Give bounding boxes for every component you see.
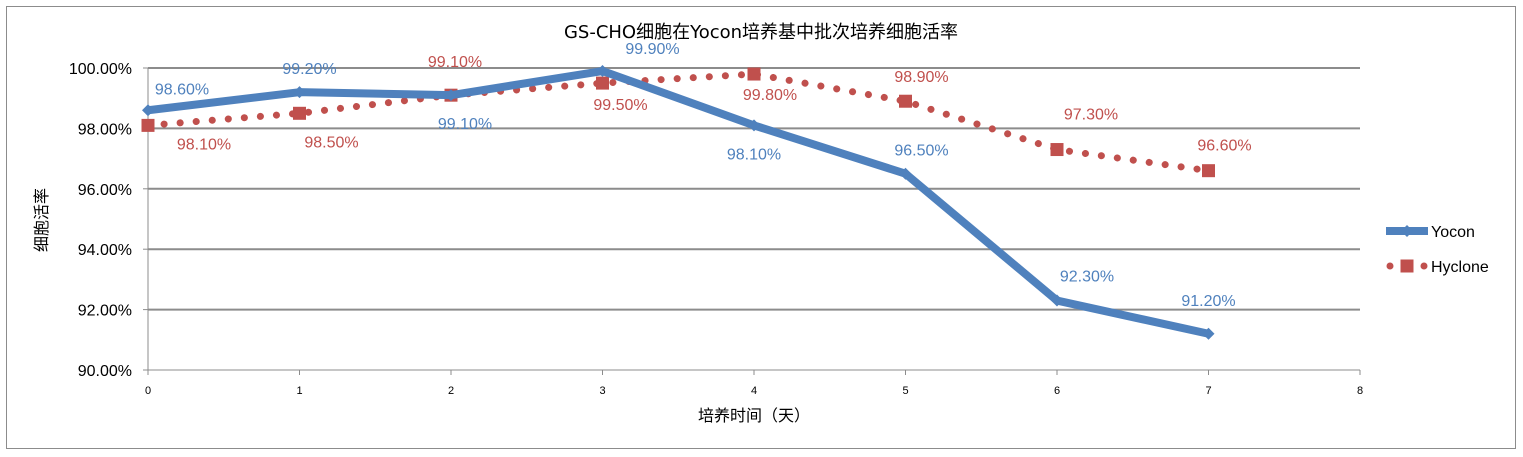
yocon-point xyxy=(899,167,912,180)
hyclone-data-label: 98.90% xyxy=(894,69,948,86)
y-axis-title: 细胞活率 xyxy=(32,188,51,252)
hyclone-line xyxy=(144,70,1212,175)
yocon-data-label: 92.30% xyxy=(1060,269,1114,286)
legend-yocon-label: Yocon xyxy=(1431,224,1475,241)
x-axis-title: 培养时间（天） xyxy=(698,406,810,425)
x-tick-label: 1 xyxy=(296,385,302,397)
hyclone-point xyxy=(747,67,761,81)
data-labels-yocon: 98.60% 99.20% 99.10% 99.90% 98.10% 96.50% 92.3… xyxy=(155,41,1236,310)
hyclone-point xyxy=(899,94,912,108)
data-labels-hyclone: 98.10% 98.50% 99.10% 99.50% 99.80% 98.90% 97.3… xyxy=(177,54,1252,154)
legend-hyclone-dot xyxy=(1420,262,1428,270)
legend-hyclone-dot xyxy=(1386,262,1394,270)
x-tick-label: 4 xyxy=(751,385,757,397)
hyclone-data-label: 98.10% xyxy=(177,136,231,153)
x-tick-label: 5 xyxy=(902,385,908,397)
yocon-point xyxy=(293,86,306,99)
yocon-point xyxy=(1202,327,1215,340)
y-tick-label: 98.00% xyxy=(78,121,132,138)
yocon-data-label: 98.60% xyxy=(155,81,209,98)
chart-frame xyxy=(6,6,1516,449)
yocon-point xyxy=(445,89,457,102)
chart-title: GS-CHO细胞在Yocon培养基中批次培养细胞活率 xyxy=(564,22,958,43)
y-tick-label: 100.00% xyxy=(69,61,132,78)
y-tick-label: 92.00% xyxy=(78,303,132,320)
x-tick-label: 2 xyxy=(448,385,454,397)
y-tick-label: 96.00% xyxy=(78,182,132,199)
legend-hyclone-label: Hyclone xyxy=(1431,259,1489,276)
yocon-data-label: 99.10% xyxy=(438,116,492,133)
hyclone-data-label: 99.80% xyxy=(743,87,797,104)
hyclone-point xyxy=(141,118,155,132)
hyclone-data-label: 99.50% xyxy=(593,97,647,114)
series-hyclone xyxy=(141,67,1215,178)
yocon-data-label: 91.20% xyxy=(1181,293,1235,310)
x-tick-label: 7 xyxy=(1205,385,1211,397)
hyclone-point xyxy=(293,106,306,120)
yocon-point xyxy=(142,104,154,117)
legend: Yocon Hyclone xyxy=(1386,224,1489,276)
yocon-data-label: 99.90% xyxy=(625,41,679,58)
y-tick-labels: 90.00% 92.00% 94.00% 96.00% 98.00% 100.00% xyxy=(69,61,132,380)
grid-lines xyxy=(148,67,1360,311)
y-tick-label: 90.00% xyxy=(78,363,132,380)
legend-hyclone-marker xyxy=(1400,259,1414,273)
yocon-point xyxy=(596,65,609,78)
y-tick-label: 94.00% xyxy=(78,242,132,259)
hyclone-data-label: 98.50% xyxy=(304,134,358,151)
yocon-line xyxy=(147,67,1210,338)
hyclone-data-label: 97.30% xyxy=(1064,107,1118,124)
legend-yocon-marker xyxy=(1401,225,1413,237)
x-tick-label: 6 xyxy=(1054,385,1060,397)
hyclone-data-label: 96.60% xyxy=(1197,138,1251,155)
x-tick-label: 3 xyxy=(599,385,605,397)
yocon-point xyxy=(748,119,760,132)
hyclone-point xyxy=(596,76,609,90)
yocon-point xyxy=(1051,294,1063,307)
yocon-data-label: 98.10% xyxy=(727,146,781,163)
hyclone-point xyxy=(1202,164,1215,178)
yocon-data-label: 99.20% xyxy=(282,61,336,78)
series-yocon xyxy=(142,65,1215,340)
hyclone-point xyxy=(1050,143,1064,157)
x-tick-labels: 0 1 2 3 4 5 6 7 8 xyxy=(145,385,1363,397)
x-tick-label: 0 xyxy=(145,385,151,397)
yocon-data-label: 96.50% xyxy=(894,143,948,160)
x-tick-label: 8 xyxy=(1357,385,1363,397)
hyclone-data-label: 99.10% xyxy=(428,54,482,71)
